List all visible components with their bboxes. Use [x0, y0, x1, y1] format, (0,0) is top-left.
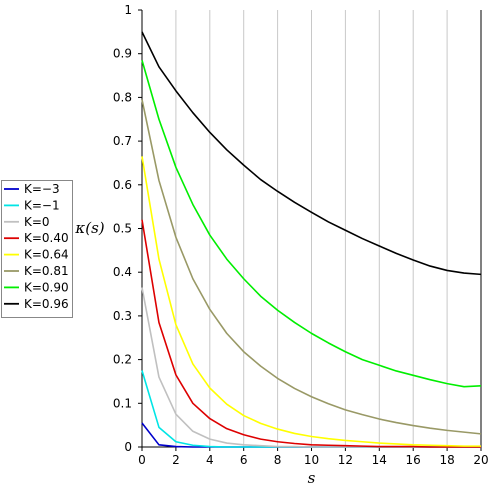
series-line-3: [141, 219, 481, 448]
legend-label: K=0.96: [24, 297, 69, 311]
tick-labels: 0 2 4 6 8 10 12 14 16 18 20 0 0.1 0.2 0.3 0.4 0.5 0.6 0.7 0…: [113, 3, 489, 467]
y-tick-label: 0.6: [113, 178, 132, 192]
vertical-grid: [175, 10, 448, 447]
y-tick-label: 1: [124, 3, 132, 17]
series-line-7: [141, 31, 482, 276]
series-line-5: [141, 99, 482, 435]
y-tick-label: 0.3: [113, 309, 132, 323]
y-tick-label: 0.8: [113, 90, 132, 104]
series-line-6: [141, 60, 482, 388]
legend-label: K=0.90: [24, 280, 69, 294]
x-tick-label: 0: [138, 453, 146, 467]
x-tick-label: 6: [240, 453, 248, 467]
x-tick-label: 12: [338, 453, 353, 467]
y-tick-label: 0: [124, 440, 132, 454]
axes: [138, 9, 482, 451]
legend-label: K=−1: [24, 198, 60, 212]
legend-label: K=0: [24, 215, 50, 229]
x-tick-label: 18: [439, 453, 454, 467]
y-tick-label: 0.9: [113, 47, 132, 61]
legend-label: K=0.81: [24, 264, 69, 278]
x-tick-label: 2: [172, 453, 180, 467]
y-tick-label: 0.1: [113, 396, 132, 410]
legend-label: K=−3: [24, 182, 60, 196]
y-tick-label: 0.7: [113, 134, 132, 148]
legend: K=−3 K=−1 K=0 K=0.40 K=0.64 K=0.81 K=0.90 K=0.9…: [1, 180, 73, 318]
x-tick-label: 14: [372, 453, 387, 467]
series-lines: [141, 31, 482, 448]
x-tick-label: 20: [473, 453, 488, 467]
series-line-4: [141, 156, 481, 447]
y-tick-label: 0.5: [113, 222, 132, 236]
y-tick-label: 0.4: [113, 265, 132, 279]
x-axis-label: s: [308, 469, 316, 487]
legend-label: K=0.64: [24, 248, 69, 262]
x-tick-label: 4: [206, 453, 214, 467]
legend-label: K=0.40: [24, 231, 69, 245]
x-tick-label: 8: [274, 453, 282, 467]
y-tick-label: 0.2: [113, 353, 132, 367]
x-tick-label: 10: [304, 453, 319, 467]
y-axis-label: κ(s): [74, 219, 104, 237]
x-tick-label: 16: [406, 453, 421, 467]
legend-box: [1, 180, 73, 318]
